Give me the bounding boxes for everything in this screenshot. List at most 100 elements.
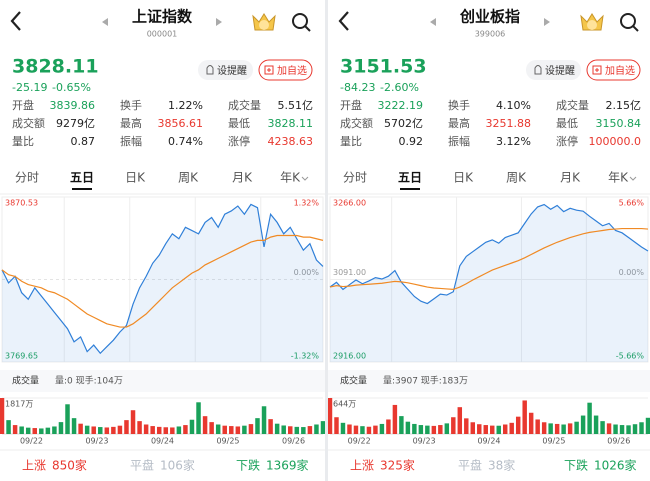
bell-icon bbox=[534, 65, 542, 75]
period-tab[interactable]: 分时 bbox=[15, 171, 39, 185]
x-tick-label: 09/23 bbox=[413, 437, 436, 446]
search-button[interactable] bbox=[620, 13, 639, 32]
breadth-label: 平盘 bbox=[130, 458, 154, 473]
x-tick-label: 09/25 bbox=[216, 437, 239, 446]
y-tick-label: 3091.00 bbox=[333, 268, 366, 277]
volume-bar bbox=[222, 425, 227, 434]
stat-label: 换手 bbox=[120, 98, 142, 112]
volume-bar bbox=[535, 419, 540, 434]
volume-info: 量:3907 现手:183万 bbox=[383, 375, 468, 387]
period-tab[interactable]: 年K bbox=[608, 171, 629, 185]
period-tab[interactable]: 五日 bbox=[398, 171, 422, 185]
search-ring bbox=[292, 13, 308, 29]
volume-bar bbox=[84, 425, 90, 434]
next-arrow[interactable] bbox=[216, 18, 222, 26]
volume-bar bbox=[255, 418, 260, 434]
stat-value: 0.92 bbox=[399, 135, 424, 148]
volume-bar bbox=[347, 424, 352, 434]
volume-bar bbox=[39, 428, 44, 434]
volume-bar bbox=[229, 426, 234, 434]
index-title: 上证指数 bbox=[132, 8, 193, 26]
price-area bbox=[2, 204, 323, 362]
period-tab[interactable]: 月K bbox=[232, 171, 253, 185]
stat-label: 振幅 bbox=[120, 134, 142, 148]
breadth-value: 850家 bbox=[52, 458, 87, 473]
volume-bar bbox=[464, 418, 469, 434]
stat-value: 3.12% bbox=[496, 135, 531, 148]
volume-bar bbox=[111, 426, 116, 434]
period-tab[interactable]: 周K bbox=[178, 171, 199, 185]
stat-label: 成交额 bbox=[12, 116, 45, 130]
stat-value: 4.10% bbox=[496, 99, 531, 112]
volume-bar bbox=[12, 425, 18, 434]
stat-value: 5.51亿 bbox=[278, 99, 314, 112]
stat-label: 开盘 bbox=[340, 98, 362, 112]
x-tick-label: 09/25 bbox=[542, 437, 565, 446]
volume-bar bbox=[509, 422, 514, 434]
back-button[interactable] bbox=[338, 11, 349, 31]
volume-bar bbox=[431, 425, 437, 434]
y2-tick-label: 0.00% bbox=[619, 268, 645, 277]
search-button[interactable] bbox=[292, 13, 311, 32]
period-tab[interactable]: 日K bbox=[453, 171, 474, 185]
x-tick-label: 09/23 bbox=[85, 437, 108, 446]
crown-icon[interactable] bbox=[580, 13, 604, 31]
remind-label: 设提醒 bbox=[545, 65, 575, 77]
period-tab[interactable]: 周K bbox=[506, 171, 527, 185]
volume-bar bbox=[268, 419, 273, 434]
volume-bar bbox=[366, 426, 372, 434]
stat-value: 3828.11 bbox=[268, 117, 314, 130]
add-label: 加自选 bbox=[277, 64, 307, 77]
crown-face bbox=[587, 20, 597, 30]
volume-info: 量:0 现手:104万 bbox=[55, 375, 123, 387]
volume-bar bbox=[248, 424, 254, 434]
search-ring bbox=[620, 13, 636, 29]
volume-bar bbox=[183, 425, 188, 434]
stat-value: 3839.86 bbox=[50, 99, 96, 112]
y2-tick-label: 1.32% bbox=[294, 199, 320, 208]
period-tab[interactable]: 月K bbox=[560, 171, 581, 185]
stat-value: 2.15亿 bbox=[606, 99, 642, 112]
price-change: -25.19 bbox=[12, 81, 47, 94]
volume-bar bbox=[405, 421, 411, 434]
volume-bar bbox=[561, 424, 566, 434]
period-tab[interactable]: 日K bbox=[125, 171, 146, 185]
remind-button[interactable]: 设提醒 bbox=[526, 60, 581, 80]
volume-bar bbox=[19, 426, 24, 434]
volume-bar bbox=[71, 418, 77, 434]
volume-bar bbox=[392, 404, 398, 434]
x-tick-label: 09/24 bbox=[151, 437, 174, 446]
volume-bar bbox=[45, 427, 51, 434]
stat-value: 0.74% bbox=[168, 135, 203, 148]
back-button[interactable] bbox=[10, 11, 21, 31]
price-change: -84.23 bbox=[340, 81, 375, 94]
volume-bar bbox=[645, 417, 650, 434]
next-arrow[interactable] bbox=[544, 18, 550, 26]
volume-bar bbox=[490, 425, 495, 434]
index-code: 000001 bbox=[147, 30, 178, 39]
bell-icon bbox=[206, 65, 214, 75]
y-tick-label: 2916.00 bbox=[333, 352, 366, 361]
tab-chevron bbox=[301, 176, 309, 181]
x-tick-label: 09/26 bbox=[607, 437, 630, 446]
stat-label: 开盘 bbox=[12, 98, 34, 112]
volume-bar bbox=[574, 421, 579, 434]
breadth-value: 38家 bbox=[488, 458, 515, 473]
period-tab[interactable]: 年K bbox=[280, 171, 301, 185]
period-tab[interactable]: 分时 bbox=[343, 171, 367, 185]
period-tab[interactable]: 五日 bbox=[70, 171, 94, 185]
volume-bar bbox=[639, 422, 644, 434]
remind-bg bbox=[526, 60, 581, 80]
remind-button[interactable]: 设提醒 bbox=[198, 60, 253, 80]
prev-arrow[interactable] bbox=[102, 18, 108, 26]
add-watchlist-button[interactable]: 加自选 bbox=[586, 59, 641, 81]
index-title: 创业板指 bbox=[459, 8, 520, 26]
prev-arrow[interactable] bbox=[430, 18, 436, 26]
add-watchlist-button[interactable]: 加自选 bbox=[258, 59, 313, 81]
volume-bar bbox=[202, 416, 208, 434]
volume-bar bbox=[502, 424, 508, 434]
volume-bar bbox=[541, 422, 547, 434]
crown-icon[interactable] bbox=[252, 13, 276, 31]
